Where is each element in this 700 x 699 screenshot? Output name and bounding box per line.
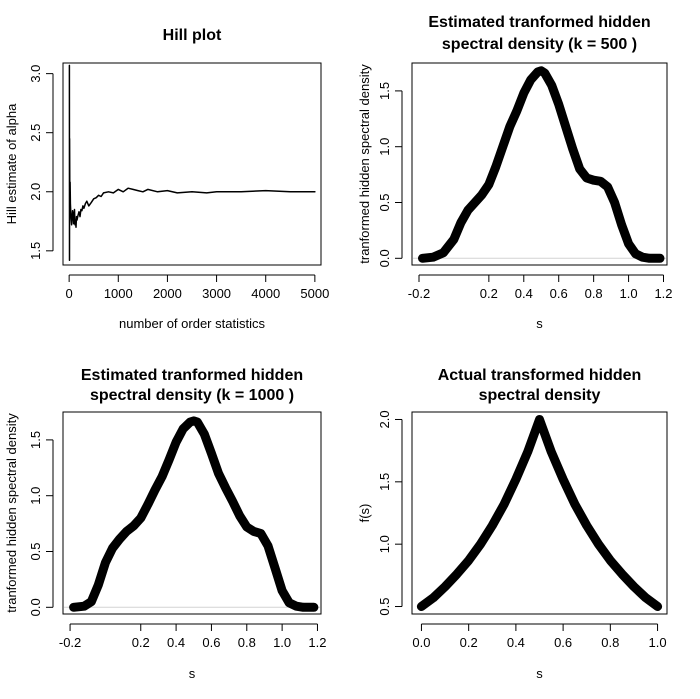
- y-tick-label: 0.0: [28, 598, 43, 616]
- x-tick-label: 0.8: [238, 635, 256, 650]
- x-tick-label: 0.2: [132, 635, 150, 650]
- y-tick-label: 2.5: [28, 124, 43, 142]
- y-tick-label: 1.5: [377, 82, 392, 100]
- y-tick-label: 1.0: [28, 487, 43, 505]
- x-tick-label: 0.4: [167, 635, 185, 650]
- plot-frame: [411, 411, 668, 615]
- x-tick-label: 2000: [153, 286, 182, 301]
- x-tick-label: 1.2: [654, 286, 672, 301]
- x-tick-label: 0.0: [412, 635, 430, 650]
- chart-title-line: Hill plot: [163, 27, 222, 44]
- y-tick-label: 1.5: [28, 431, 43, 449]
- x-axis-label: s: [536, 316, 543, 331]
- chart-title-line: spectral density (k = 500 ): [442, 36, 637, 53]
- series-line: [69, 416, 319, 612]
- x-tick-label: 5000: [300, 286, 329, 301]
- x-tick-label: 0.2: [460, 635, 478, 650]
- y-tick-label: 0.5: [377, 597, 392, 615]
- x-tick-label: 0.4: [507, 635, 525, 650]
- y-tick-label: 1.5: [28, 242, 43, 260]
- y-tick-label: 1.5: [377, 473, 392, 491]
- chart-title-line: Estimated tranformed hidden: [81, 367, 303, 384]
- x-tick-label: 0.6: [202, 635, 220, 650]
- chart-title-line: Actual transformed hidden: [438, 367, 642, 384]
- x-tick-label: 1000: [104, 286, 133, 301]
- y-tick-label: 2.0: [377, 410, 392, 428]
- x-axis-label: number of order statistics: [119, 316, 265, 331]
- x-axis-label: s: [189, 666, 196, 681]
- x-tick-label: 0.6: [554, 635, 572, 650]
- plot-frame: [62, 411, 322, 615]
- chart-title-line: spectral density: [479, 387, 601, 404]
- x-tick-label: 0.8: [601, 635, 619, 650]
- chart-title-line: Estimated tranformed hidden: [428, 14, 650, 31]
- x-tick-label: 0.6: [550, 286, 568, 301]
- x-tick-label: 0: [66, 286, 73, 301]
- series-line: [416, 415, 663, 611]
- series-line: [68, 64, 316, 262]
- plot-frame: [411, 62, 668, 266]
- plot-frame: [62, 62, 322, 266]
- chart-title-line: spectral density (k = 1000 ): [90, 387, 294, 404]
- x-tick-label: 1.0: [649, 635, 667, 650]
- y-axis-label: tranformed hidden spectral density: [4, 413, 19, 613]
- estimated-density-k1000-panel: Estimated tranformed hidden spectral dens…: [4, 367, 327, 681]
- x-tick-label: -0.2: [59, 635, 81, 650]
- y-tick-label: 0.5: [28, 542, 43, 560]
- x-tick-label: 0.4: [515, 286, 533, 301]
- estimated-density-k500-panel: Estimated tranformed hidden spectral dens…: [357, 14, 673, 331]
- x-axis-label: s: [536, 666, 543, 681]
- y-tick-label: 1.0: [377, 138, 392, 156]
- y-axis-label: Hill estimate of alpha: [4, 103, 19, 224]
- x-tick-label: 0.8: [585, 286, 603, 301]
- x-tick-label: 1.0: [620, 286, 638, 301]
- y-axis-label: tranformed hidden spectral density: [357, 64, 372, 264]
- x-tick-label: 1.0: [273, 635, 291, 650]
- y-tick-label: 0.5: [377, 193, 392, 211]
- x-tick-label: 0.2: [480, 286, 498, 301]
- x-tick-label: 3000: [202, 286, 231, 301]
- y-tick-label: 0.0: [377, 249, 392, 267]
- y-tick-label: 2.0: [28, 183, 43, 201]
- x-tick-label: 1.2: [308, 635, 326, 650]
- y-axis-label: f(s): [357, 504, 372, 523]
- x-tick-label: 4000: [251, 286, 280, 301]
- y-tick-label: 3.0: [28, 65, 43, 83]
- hill-plot-panel: Hill plot 0 1000 2000 3000 4000 5000 1.5 2.0 2.5 3…: [4, 27, 329, 331]
- x-tick-label: -0.2: [408, 286, 430, 301]
- y-tick-label: 1.0: [377, 535, 392, 553]
- series-line: [418, 66, 665, 263]
- actual-density-panel: Actual transformed hidden spectral densit…: [357, 367, 668, 681]
